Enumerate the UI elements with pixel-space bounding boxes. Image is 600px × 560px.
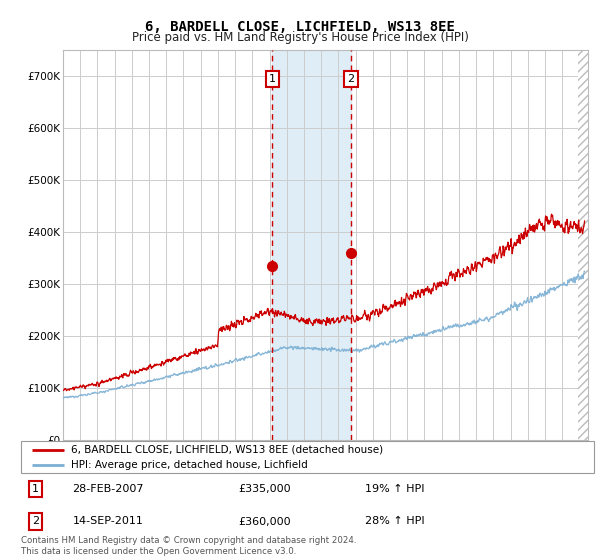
Text: £360,000: £360,000 <box>239 516 292 526</box>
Text: HPI: Average price, detached house, Lichfield: HPI: Average price, detached house, Lich… <box>71 460 308 470</box>
Bar <box>272 50 351 440</box>
Text: 14-SEP-2011: 14-SEP-2011 <box>73 516 143 526</box>
Bar <box>578 50 588 440</box>
Text: 1: 1 <box>32 484 39 494</box>
Text: £335,000: £335,000 <box>239 484 292 494</box>
Bar <box>578 50 588 440</box>
Text: 19% ↑ HPI: 19% ↑ HPI <box>365 484 424 494</box>
FancyBboxPatch shape <box>21 441 594 473</box>
Text: 28% ↑ HPI: 28% ↑ HPI <box>365 516 424 526</box>
Text: Contains HM Land Registry data © Crown copyright and database right 2024.
This d: Contains HM Land Registry data © Crown c… <box>21 536 356 556</box>
Text: 6, BARDELL CLOSE, LICHFIELD, WS13 8EE: 6, BARDELL CLOSE, LICHFIELD, WS13 8EE <box>145 20 455 34</box>
Text: 2: 2 <box>347 74 355 84</box>
Text: Price paid vs. HM Land Registry's House Price Index (HPI): Price paid vs. HM Land Registry's House … <box>131 31 469 44</box>
Text: 1: 1 <box>269 74 276 84</box>
Text: 28-FEB-2007: 28-FEB-2007 <box>73 484 144 494</box>
Text: 6, BARDELL CLOSE, LICHFIELD, WS13 8EE (detached house): 6, BARDELL CLOSE, LICHFIELD, WS13 8EE (d… <box>71 445 383 455</box>
Text: 2: 2 <box>32 516 39 526</box>
